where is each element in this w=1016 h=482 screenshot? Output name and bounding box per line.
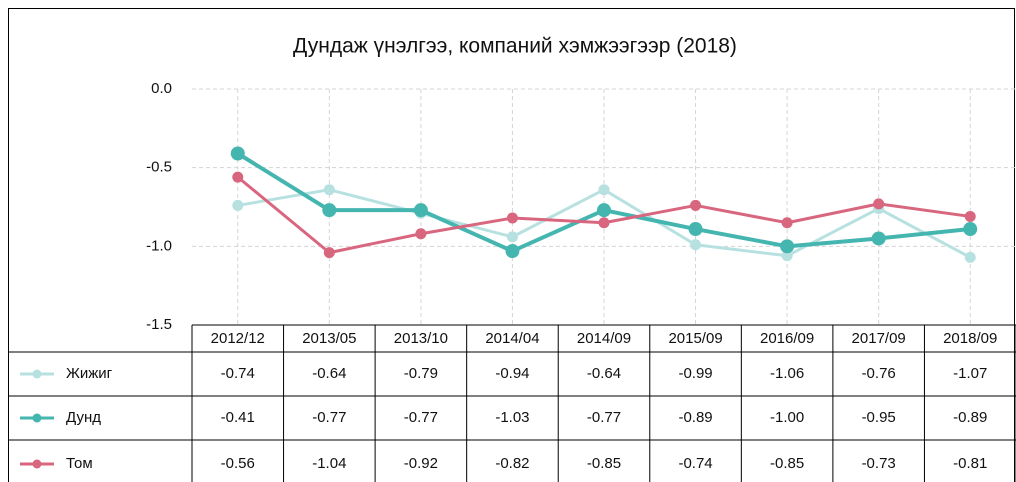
x-tick-label: 2014/09	[577, 330, 631, 347]
data-point	[230, 146, 245, 161]
data-point	[780, 239, 795, 254]
table-value: -0.56	[221, 455, 255, 472]
data-point	[322, 203, 337, 218]
data-point	[598, 217, 610, 229]
table-value: -1.04	[312, 455, 346, 472]
data-point	[781, 250, 793, 262]
data-point	[232, 199, 244, 211]
x-tick-label: 2017/09	[852, 330, 906, 347]
table-value: -1.06	[770, 365, 804, 382]
table-value: -1.07	[953, 365, 987, 382]
table-value: -0.94	[495, 365, 529, 382]
y-tick-label: -1.0	[146, 237, 172, 254]
table-value: -0.79	[404, 365, 438, 382]
y-tick-label: -1.5	[146, 316, 172, 333]
data-point	[506, 212, 518, 224]
legend-label: Дунд	[66, 409, 101, 426]
data-point	[781, 217, 793, 229]
table-value: -0.77	[312, 409, 346, 426]
x-tick-label: 2013/10	[394, 330, 448, 347]
data-point	[598, 184, 610, 196]
table-value: -0.77	[587, 409, 621, 426]
data-point	[413, 203, 428, 218]
table-value: -0.81	[953, 455, 987, 472]
data-point	[323, 247, 335, 259]
y-tick-label: 0.0	[151, 80, 172, 97]
x-tick-label: 2018/09	[943, 330, 997, 347]
data-point	[323, 184, 335, 196]
data-point	[690, 199, 702, 211]
table-value: -0.76	[862, 365, 896, 382]
table-value: -0.77	[404, 409, 438, 426]
table-value: -0.64	[312, 365, 346, 382]
table-value: -0.64	[587, 365, 621, 382]
x-tick-label: 2013/05	[302, 330, 356, 347]
data-point	[415, 228, 427, 240]
table-value: -0.73	[862, 455, 896, 472]
table-value: -0.95	[862, 409, 896, 426]
data-point	[871, 231, 886, 246]
legend-marker	[32, 413, 42, 423]
x-tick-label: 2014/04	[485, 330, 539, 347]
table-value: -0.82	[495, 455, 529, 472]
table-value: -0.85	[770, 455, 804, 472]
table-value: -1.03	[495, 409, 529, 426]
data-point	[964, 251, 976, 263]
data-point	[963, 222, 978, 237]
legend-marker	[32, 459, 42, 469]
table-value: -0.92	[404, 455, 438, 472]
table-value: -1.00	[770, 409, 804, 426]
data-point	[688, 222, 703, 237]
data-point	[232, 171, 244, 183]
x-tick-label: 2015/09	[668, 330, 722, 347]
table-value: -0.74	[678, 455, 712, 472]
table-value: -0.89	[953, 409, 987, 426]
table-value: -0.85	[587, 455, 621, 472]
data-point	[873, 198, 885, 210]
chart-title: Дундаж үнэлгээ, компаний хэмжээгээр (201…	[293, 35, 737, 58]
data-point	[506, 231, 518, 243]
table-value: -0.74	[221, 365, 255, 382]
data-point	[964, 210, 976, 222]
y-tick-label: -0.5	[146, 159, 172, 176]
legend-label: Жижиг	[66, 365, 113, 382]
data-point	[690, 239, 702, 251]
x-tick-label: 2012/12	[211, 330, 265, 347]
frame	[8, 8, 1015, 482]
legend-label: Том	[66, 455, 93, 472]
data-point	[597, 203, 611, 218]
x-tick-label: 2016/09	[760, 330, 814, 347]
table-value: -0.41	[221, 409, 255, 426]
data-point	[505, 244, 520, 259]
table-value: -0.89	[678, 409, 712, 426]
table-value: -0.99	[678, 365, 712, 382]
legend-marker	[32, 369, 42, 379]
